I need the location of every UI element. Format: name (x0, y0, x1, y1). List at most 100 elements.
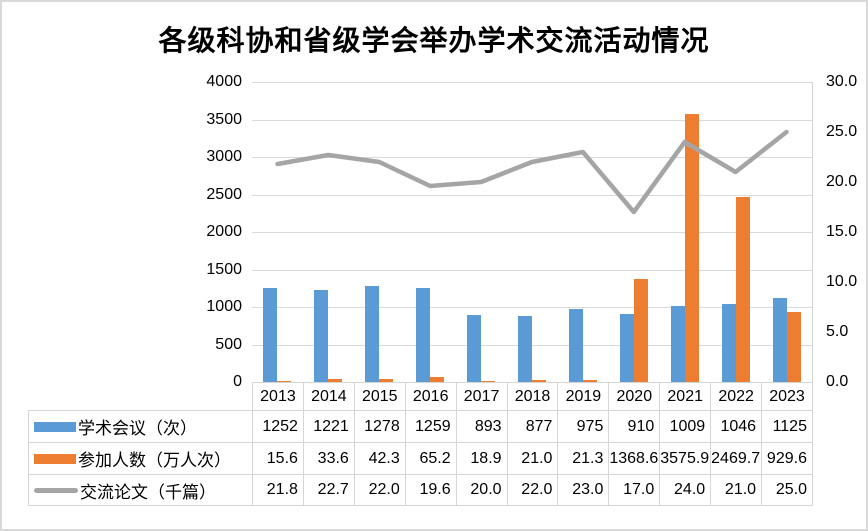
table-cell-s2-2020: 1368.6 (608, 442, 661, 475)
table-cell-s3-2013: 21.8 (252, 474, 304, 506)
table-cell-s3-2023: 25.0 (761, 474, 813, 506)
year-header-2019: 2019 (557, 382, 610, 411)
table-cell-s2-2016: 65.2 (404, 442, 457, 475)
table-cell-s2-2017: 18.9 (455, 442, 508, 475)
bar-series2-2019 (582, 380, 597, 382)
gridline-4000 (252, 82, 812, 83)
table-cell-s1-2019: 975 (557, 410, 610, 443)
table-cell-s3-2019: 23.0 (557, 474, 610, 506)
year-header-2020: 2020 (608, 382, 661, 411)
bar-series2-2013 (277, 380, 292, 382)
left-axis-tick-3000: 3000 (206, 148, 242, 165)
legend-label-series1: 学术会议（次） (78, 419, 197, 438)
year-header-2016: 2016 (404, 382, 457, 411)
bar-series1-2014 (314, 290, 329, 382)
table-cell-s2-2013: 15.6 (252, 442, 304, 475)
table-cell-s1-2016: 1259 (404, 410, 457, 443)
bar-swatch-icon (34, 421, 76, 432)
bar-series1-2020 (619, 313, 634, 382)
gridline-1500 (252, 269, 812, 271)
year-header-2015: 2015 (353, 382, 406, 411)
bar-series1-2015 (365, 286, 380, 382)
legend-cell-series2: 参加人数（万人次） (28, 442, 253, 475)
bar-series2-2021 (684, 113, 699, 382)
table-cell-s3-2021: 24.0 (659, 474, 712, 506)
table-row-series1: 学术会议（次） 1252 1221 1278 1259 893 877 975 910 1009 1… (28, 410, 813, 443)
table-cell-s3-2014: 22.7 (302, 474, 355, 506)
chart-title: 各级科协和省级学会举办学术交流活动情况 (158, 25, 710, 56)
year-header-2017: 2017 (455, 382, 508, 411)
legend-cell-series1: 学术会议（次） (28, 410, 253, 443)
bar-series2-2015 (379, 378, 394, 382)
legend-cell-series3: 交流论文（千篇） (28, 474, 253, 506)
left-axis-tick-2000: 2000 (206, 223, 242, 240)
table-cell-s3-2015: 22.0 (353, 474, 406, 506)
bar-series1-2022 (721, 303, 736, 382)
plot-area (252, 82, 813, 382)
gridline-500 (252, 344, 812, 346)
bar-series1-2021 (670, 306, 685, 382)
table-cell-s2-2018: 21.0 (506, 442, 559, 475)
bar-series1-2017 (467, 315, 482, 382)
right-axis-tick-10.0: 10.0 (826, 273, 858, 290)
table-row-series3: 交流论文（千篇） 21.8 22.7 22.0 19.6 20.0 22.0 23.0 17.0… (28, 474, 813, 506)
right-axis-tick-5.0: 5.0 (826, 323, 849, 340)
left-axis-tick-3500: 3500 (206, 110, 242, 128)
bar-series2-2020 (633, 279, 648, 382)
left-axis-tick-1000: 1000 (206, 298, 242, 315)
year-header-2023: 2023 (761, 382, 813, 411)
table-corner-empty (29, 383, 253, 411)
table-cell-s1-2018: 877 (506, 410, 559, 443)
bar-swatch-icon (34, 453, 76, 464)
bar-series2-2022 (735, 196, 750, 382)
table-cell-s3-2022: 21.0 (710, 474, 763, 506)
table-cell-s1-2015: 1278 (353, 410, 406, 443)
bar-series2-2023 (786, 312, 801, 382)
left-axis-tick-500: 500 (215, 335, 242, 353)
year-header-2013: 2013 (252, 382, 304, 411)
table-cell-s3-2017: 20.0 (455, 474, 508, 506)
left-axis-tick-4000: 4000 (206, 73, 242, 90)
data-table: 2013 2014 2015 2016 2017 2018 2019 2020 2021 2022… (28, 382, 813, 506)
table-cell-s1-2013: 1252 (252, 410, 304, 443)
right-axis-tick-20.0: 20.0 (826, 173, 858, 190)
gridline-1000 (252, 307, 812, 308)
gridline-3500 (252, 119, 812, 121)
bar-series1-2019 (568, 308, 583, 382)
year-header-2021: 2021 (659, 382, 712, 411)
table-cell-s3-2018: 22.0 (506, 474, 559, 506)
table-cell-s2-2022: 2469.7 (710, 442, 763, 475)
gridline-3000 (252, 157, 812, 158)
gridline-2500 (252, 194, 812, 196)
table-cell-s3-2016: 19.6 (404, 474, 457, 506)
table-cell-s1-2023: 1125 (761, 410, 813, 443)
bar-series2-2017 (481, 380, 496, 382)
left-axis-tick-2500: 2500 (206, 185, 242, 203)
legend-label-series2: 参加人数（万人次） (78, 451, 231, 470)
year-header-2022: 2022 (710, 382, 763, 411)
bar-series2-2018 (532, 380, 546, 382)
table-cell-s2-2023: 929.6 (761, 442, 813, 475)
right-axis-tick-15.0: 15.0 (826, 223, 858, 240)
table-cell-s2-2015: 42.3 (353, 442, 406, 475)
right-axis-tick-30.0: 30.0 (826, 73, 858, 90)
table-cell-s1-2014: 1221 (302, 410, 355, 443)
bar-series2-2014 (328, 379, 343, 382)
bar-series1-2023 (772, 297, 787, 382)
table-cell-s1-2017: 893 (455, 410, 508, 443)
table-row-series2: 参加人数（万人次） 15.6 33.6 42.3 65.2 18.9 21.0 21.3 136… (28, 442, 813, 475)
left-axis-tick-1500: 1500 (206, 260, 242, 278)
right-axis-tick-25.0: 25.0 (826, 123, 858, 140)
table-cell-s2-2014: 33.6 (302, 442, 355, 475)
year-header-2014: 2014 (302, 382, 355, 411)
table-cell-s2-2021: 3575.9 (659, 442, 712, 475)
bar-series1-2016 (416, 287, 431, 382)
table-cell-s2-2019: 21.3 (557, 442, 610, 475)
table-cell-s3-2020: 17.0 (608, 474, 661, 506)
table-cell-s1-2020: 910 (608, 410, 661, 443)
table-cell-s1-2022: 1046 (710, 410, 763, 443)
table-cell-s1-2021: 1009 (659, 410, 712, 443)
gridline-2000 (252, 232, 812, 233)
legend-label-series3: 交流论文（千篇） (80, 482, 216, 502)
